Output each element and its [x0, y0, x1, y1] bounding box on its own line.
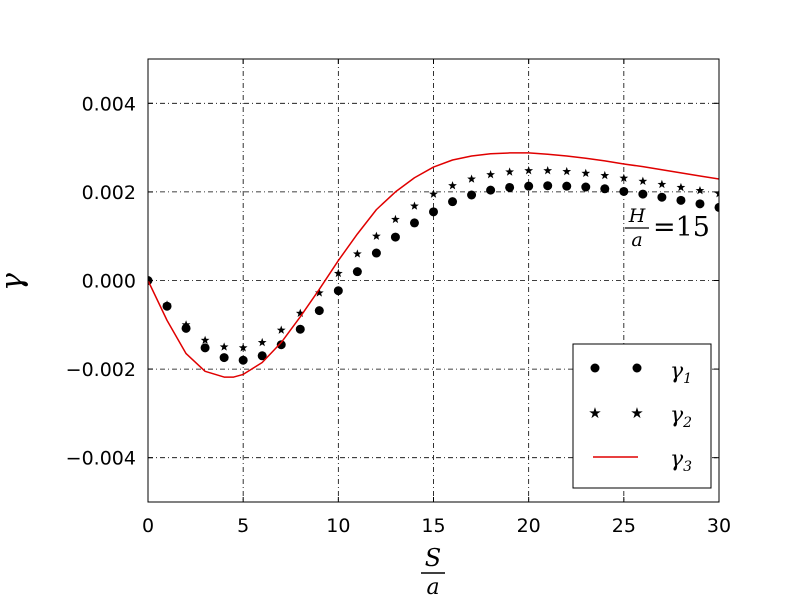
- data-point-γ1: [200, 343, 210, 353]
- data-point-γ2: [543, 166, 553, 175]
- data-point-γ1: [619, 186, 629, 196]
- data-point-γ2: [562, 166, 572, 176]
- legend-entry-gamma2: ★ ★ γ2: [588, 403, 692, 431]
- data-point-γ1: [695, 199, 705, 209]
- x-tick-label: 30: [707, 515, 731, 537]
- x-axis-label-denominator: a: [426, 575, 439, 600]
- data-point-γ2: [676, 182, 686, 192]
- y-tick-label: 0.000: [82, 271, 136, 293]
- data-point-γ2: [295, 308, 305, 317]
- data-point-γ1: [371, 248, 381, 258]
- grid: [148, 59, 719, 502]
- x-axis-label-numerator: S: [425, 544, 441, 572]
- data-point-γ2: [619, 173, 629, 182]
- data-point-γ2: [276, 325, 286, 334]
- data-point-γ2: [524, 166, 534, 175]
- data-point-γ2: [657, 179, 667, 189]
- x-tick-label: 10: [326, 515, 350, 537]
- x-tick-label: 25: [612, 515, 636, 537]
- data-point-γ2: [314, 288, 324, 297]
- data-point-γ1: [409, 218, 419, 228]
- data-point-γ2: [200, 335, 210, 345]
- data-point-γ1: [390, 232, 400, 242]
- legend-entry-gamma1: γ1: [590, 359, 692, 387]
- legend: γ1 ★ ★ γ2 γ3: [572, 343, 712, 489]
- data-point-γ2: [429, 189, 438, 198]
- data-point-γ2: [714, 189, 719, 198]
- data-point-γ2: [333, 268, 343, 278]
- data-point-γ2: [181, 320, 191, 329]
- axes: 0 5 10 15 20 25 30 −0.004 −0.002 0.000 0.002 0.004: [66, 59, 731, 537]
- data-point-γ1: [524, 181, 534, 191]
- data-point-γ2: [581, 168, 591, 178]
- legend-entry-gamma3: γ3: [593, 447, 692, 475]
- data-point-γ1: [333, 286, 343, 296]
- data-point-γ2: [391, 214, 400, 224]
- annotation: H a =15: [625, 205, 710, 251]
- annotation-denominator: a: [631, 229, 642, 251]
- data-point-γ1: [448, 197, 458, 207]
- data-point-γ2: [238, 343, 248, 352]
- data-point-γ2: [352, 249, 362, 258]
- data-point-γ1: [314, 306, 324, 316]
- x-axis-label: S a: [421, 544, 445, 600]
- data-point-γ2: [372, 231, 381, 240]
- data-point-γ1: [600, 184, 610, 194]
- legend-marker-star: ★: [630, 404, 643, 422]
- y-tick-label: 0.002: [82, 182, 136, 204]
- data-point-γ1: [467, 190, 477, 200]
- data-point-γ2: [505, 167, 515, 176]
- y-tick-label: 0.004: [82, 93, 136, 115]
- data-point-γ1: [581, 182, 591, 192]
- legend-marker-circle: [590, 363, 600, 373]
- data-point-γ1: [676, 195, 686, 205]
- data-point-γ1: [714, 202, 719, 212]
- data-point-γ1: [657, 192, 667, 202]
- data-point-γ1: [562, 181, 572, 191]
- data-point-γ2: [162, 300, 172, 309]
- legend-marker-star: ★: [588, 404, 601, 422]
- data-point-γ1: [638, 189, 648, 199]
- data-point-γ1: [257, 351, 267, 361]
- data-point-γ1: [543, 181, 553, 191]
- annotation-numerator: H: [628, 205, 646, 227]
- series-line-γ3: [148, 152, 719, 378]
- data-point-γ1: [429, 207, 438, 217]
- y-tick-label: −0.002: [66, 359, 136, 381]
- data-layer: [148, 152, 719, 378]
- x-tick-label: 15: [421, 515, 445, 537]
- data-point-γ1: [486, 185, 496, 195]
- data-point-γ2: [600, 170, 610, 180]
- x-tick-label: 0: [142, 515, 154, 537]
- y-tick-label: −0.004: [66, 448, 136, 470]
- data-point-γ1: [219, 353, 229, 363]
- legend-marker-circle: [632, 363, 642, 373]
- data-point-γ2: [486, 170, 495, 179]
- x-tick-label: 20: [517, 515, 541, 537]
- data-point-γ2: [467, 174, 476, 183]
- data-point-γ2: [638, 176, 648, 185]
- data-point-γ1: [276, 340, 286, 350]
- data-point-γ2: [695, 185, 705, 195]
- data-point-γ2: [410, 201, 419, 210]
- data-point-γ1: [352, 267, 362, 277]
- legend-label-gamma3: γ3: [670, 447, 692, 475]
- data-point-γ1: [295, 324, 305, 334]
- data-point-γ1: [181, 323, 191, 333]
- annotation-value: =15: [653, 212, 710, 243]
- x-tick-label: 5: [237, 515, 249, 537]
- data-point-γ2: [219, 342, 229, 351]
- data-point-γ2: [448, 181, 457, 190]
- data-point-γ2: [257, 337, 267, 347]
- legend-label-gamma2: γ2: [670, 403, 692, 431]
- data-point-γ1: [505, 182, 515, 192]
- legend-label-gamma1: γ1: [670, 359, 692, 387]
- y-axis-label: γ: [0, 273, 30, 291]
- data-point-γ1: [238, 355, 248, 365]
